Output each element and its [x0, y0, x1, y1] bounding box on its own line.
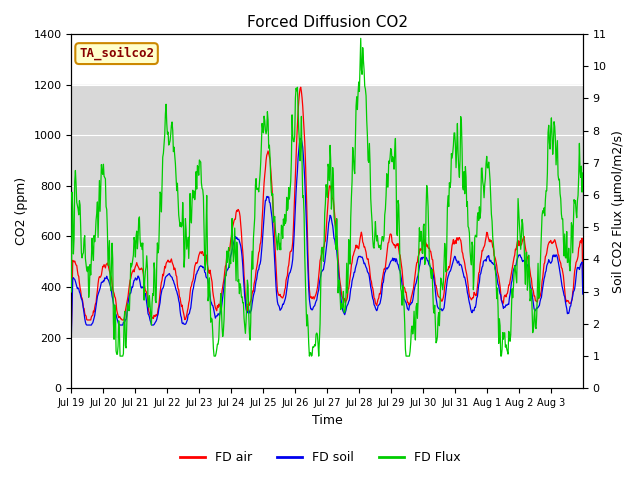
- Bar: [72, 84, 583, 338]
- Legend: FD air, FD soil, FD Flux: FD air, FD soil, FD Flux: [175, 446, 465, 469]
- Text: TA_soilco2: TA_soilco2: [79, 47, 154, 60]
- Title: Forced Diffusion CO2: Forced Diffusion CO2: [246, 15, 408, 30]
- Y-axis label: CO2 (ppm): CO2 (ppm): [15, 177, 28, 245]
- X-axis label: Time: Time: [312, 414, 342, 427]
- Y-axis label: Soil CO2 Flux (μmol/m2/s): Soil CO2 Flux (μmol/m2/s): [612, 130, 625, 293]
